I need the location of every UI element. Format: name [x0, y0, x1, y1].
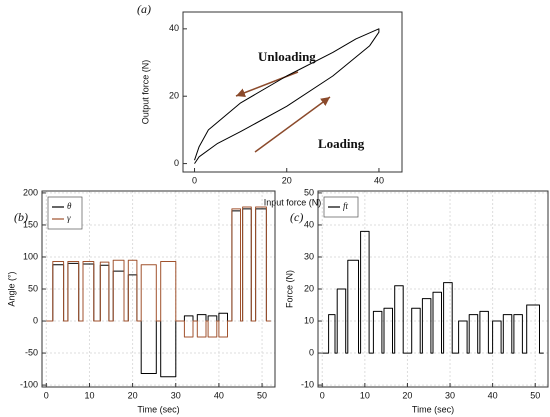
- y-tick-label: 30: [304, 251, 314, 261]
- x-tick-label: 40: [214, 390, 224, 400]
- x-axis-label: Time (sec): [412, 404, 454, 414]
- data-line: [194, 28, 380, 164]
- y-tick-label: -100: [20, 379, 38, 389]
- x-tick-label: 40: [374, 175, 384, 185]
- y-tick-label: 0: [309, 347, 314, 357]
- x-tick-label: 0: [192, 175, 197, 185]
- loading-arrow: [254, 96, 331, 153]
- panel-label: (a): [137, 2, 151, 16]
- plot-frame: [317, 190, 549, 388]
- y-tick-label: 20: [169, 91, 179, 101]
- data-line: [46, 208, 271, 378]
- y-tick-label: 150: [23, 219, 38, 229]
- y-tick-label: 40: [304, 219, 314, 229]
- x-tick-label: 0: [44, 390, 49, 400]
- y-tick-label: 50: [28, 283, 38, 293]
- y-tick-label: 50: [304, 187, 314, 197]
- x-tick-label: 40: [488, 390, 498, 400]
- unloading-arrow: [235, 71, 299, 97]
- legend-box: [47, 196, 83, 230]
- x-tick-label: 30: [171, 390, 181, 400]
- x-axis-label: Time (sec): [137, 404, 179, 414]
- legend-label: θ: [67, 201, 72, 211]
- data-line: [322, 230, 544, 354]
- y-tick-label: 10: [304, 315, 314, 325]
- x-tick-label: 10: [360, 390, 370, 400]
- annotation: Unloading: [258, 49, 316, 64]
- x-tick-label: 20: [128, 390, 138, 400]
- plot-frame: [182, 11, 403, 173]
- x-tick-label: 20: [402, 390, 412, 400]
- y-tick-label: 40: [169, 23, 179, 33]
- x-axis-label: Input force (N): [264, 197, 322, 207]
- legend-box: [323, 196, 359, 218]
- x-tick-label: 20: [282, 175, 292, 185]
- y-axis-label: Force (N): [284, 270, 294, 308]
- x-tick-label: 30: [445, 390, 455, 400]
- y-tick-label: -50: [25, 347, 38, 357]
- data-line: [46, 206, 271, 338]
- x-tick-label: 10: [84, 390, 94, 400]
- x-tick-label: 50: [257, 390, 267, 400]
- y-tick-label: -10: [301, 379, 314, 389]
- y-tick-label: 0: [33, 315, 38, 325]
- y-tick-label: 100: [23, 251, 38, 261]
- panel-label: (b): [14, 210, 28, 224]
- plot-frame: [41, 190, 276, 388]
- legend-label: γ: [67, 213, 71, 223]
- y-tick-label: 0: [174, 158, 179, 168]
- panel-label: (c): [290, 210, 303, 224]
- y-tick-label: 200: [23, 187, 38, 197]
- legend-label: ft: [343, 201, 349, 211]
- y-axis-label: Output force (N): [140, 60, 150, 125]
- y-tick-label: 20: [304, 283, 314, 293]
- y-axis-label: Angle (°): [6, 271, 16, 306]
- x-tick-label: 0: [320, 390, 325, 400]
- x-tick-label: 50: [530, 390, 540, 400]
- annotation: Loading: [318, 136, 365, 151]
